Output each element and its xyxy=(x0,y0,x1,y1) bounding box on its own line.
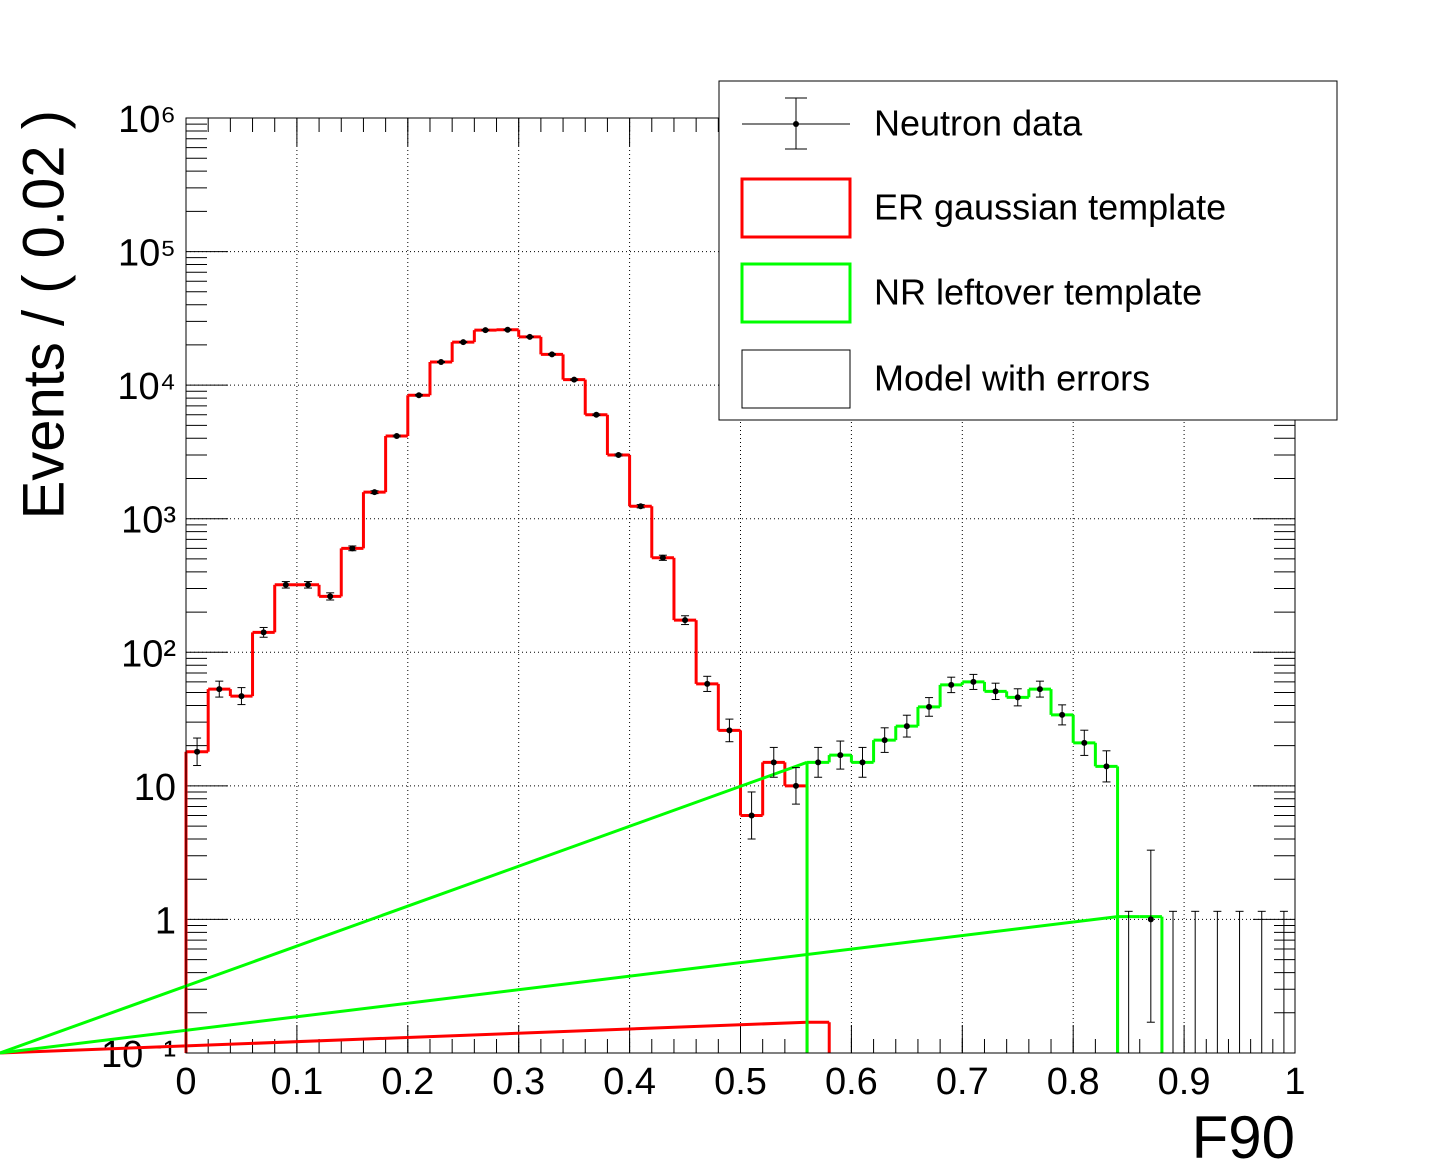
legend-marker xyxy=(793,121,799,127)
step-histogram xyxy=(0,680,1164,1055)
y-tick-label: 10⁴ xyxy=(117,366,176,408)
data-point xyxy=(593,411,600,418)
legend-label: ER gaussian template xyxy=(874,187,1226,228)
data-point xyxy=(1081,739,1088,746)
x-tick-label: 1 xyxy=(1284,1061,1305,1103)
data-point xyxy=(926,703,933,710)
data-point xyxy=(282,581,289,588)
data-point xyxy=(682,617,689,624)
data-point xyxy=(615,451,622,458)
log-zero-artifact xyxy=(0,1020,808,1055)
legend-marker xyxy=(740,177,852,239)
x-tick-label: 0.4 xyxy=(603,1061,656,1103)
y-tick-label: 1 xyxy=(155,900,176,942)
legend-label: Neutron data xyxy=(874,103,1083,144)
data-point xyxy=(371,489,378,496)
x-tick-label: 0.8 xyxy=(1047,1061,1100,1103)
data-point xyxy=(393,433,400,440)
x-tick-label: 0.3 xyxy=(492,1061,545,1103)
data-point xyxy=(548,351,555,358)
data-point xyxy=(659,554,666,561)
log-zero-artifact xyxy=(0,760,808,1055)
x-tick-label: 0.5 xyxy=(714,1061,767,1103)
data-point xyxy=(903,723,910,730)
y-axis-title: Events / ( 0.02 ) xyxy=(11,110,76,519)
data-point xyxy=(260,629,267,636)
x-tick-label: 0.9 xyxy=(1158,1061,1211,1103)
data-point xyxy=(815,759,822,766)
y-tick-label: 10⁶ xyxy=(118,99,176,141)
data-point xyxy=(1036,686,1043,693)
data-point xyxy=(1014,694,1021,701)
data-point xyxy=(948,681,955,688)
data-point xyxy=(460,339,467,346)
data-point xyxy=(792,782,799,789)
data-point xyxy=(415,392,422,399)
data-point xyxy=(748,812,755,819)
x-axis-title: F90 xyxy=(1192,1104,1295,1171)
data-point xyxy=(504,326,511,333)
legend-label: Model with errors xyxy=(874,358,1150,399)
y-tick-label: 10⁵ xyxy=(118,233,176,275)
x-tick-label: 0.1 xyxy=(270,1061,323,1103)
data-point xyxy=(1147,916,1154,923)
legend: Neutron data ER gaussian template NR lefto… xyxy=(718,80,1338,421)
x-tick-label: 0.7 xyxy=(936,1061,989,1103)
data-point xyxy=(238,693,245,700)
x-tick-label: 0 xyxy=(175,1061,196,1103)
data-point xyxy=(194,748,201,755)
data-point xyxy=(482,327,489,334)
data-point xyxy=(1059,711,1066,718)
data-point xyxy=(859,759,866,766)
y-tick-label: 10³ xyxy=(121,500,176,542)
data-point xyxy=(881,737,888,744)
data-point xyxy=(770,759,777,766)
legend-marker xyxy=(741,349,851,409)
data-point xyxy=(349,545,356,552)
x-tick-label: 0.2 xyxy=(381,1061,434,1103)
data-point xyxy=(837,752,844,759)
data-point xyxy=(637,503,644,510)
data-point xyxy=(327,593,334,600)
data-point xyxy=(704,680,711,687)
data-point xyxy=(1103,763,1110,770)
data-point xyxy=(526,333,533,340)
data-point xyxy=(726,727,733,734)
y-tick-label: 10⁻¹ xyxy=(101,1034,176,1076)
legend-label: NR leftover template xyxy=(874,272,1202,313)
data-point xyxy=(992,688,999,695)
x-tick-label: 0.6 xyxy=(825,1061,878,1103)
data-points xyxy=(193,326,1288,1053)
data-point xyxy=(216,686,223,693)
data-point xyxy=(970,678,977,685)
data-point xyxy=(304,581,311,588)
data-point xyxy=(438,359,445,366)
legend-box xyxy=(718,80,1338,421)
data-point xyxy=(571,376,578,383)
legend-marker xyxy=(740,262,852,324)
y-tick-label: 10² xyxy=(121,633,176,675)
y-tick-label: 10 xyxy=(134,767,176,809)
